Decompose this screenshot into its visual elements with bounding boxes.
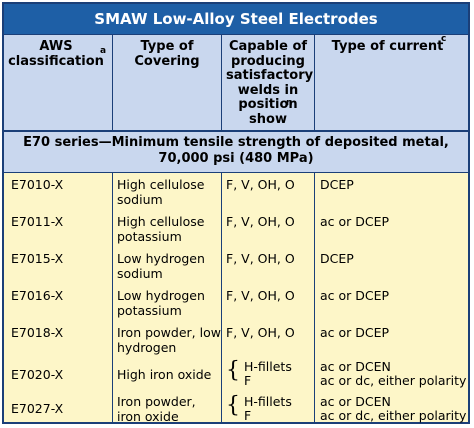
current-cell: ac or DCEN (320, 359, 391, 374)
covering-cell: Iron powder, iron oxide (117, 394, 196, 424)
current-cell: ac or DCEP (320, 214, 390, 229)
series-label: E70 series—Minimum tensile strength of d… (4, 132, 468, 172)
aws-cell: E7027-X (11, 401, 64, 416)
position-cell: F, V, OH, O (226, 177, 295, 192)
position-cell: H-fillets (244, 359, 292, 374)
electrode-table: SMAW Low-Alloy Steel Electrodes AWS clas… (2, 2, 470, 424)
current-cell: ac or DCEP (320, 288, 390, 303)
covering-cell: High cellulose sodium (117, 177, 205, 207)
aws-cell: E7015-X (11, 251, 64, 266)
brace-icon: { (226, 393, 240, 418)
grid-line (112, 34, 113, 130)
header-current-label: Type of current (331, 39, 444, 54)
grid-line (4, 172, 468, 173)
aws-cell: E7018-X (11, 325, 64, 340)
current-cell: ac or dc, either polarity (320, 408, 467, 423)
position-cell: F, V, OH, O (226, 251, 295, 266)
covering-cell: Iron powder, low hydrogen (117, 325, 221, 355)
brace-icon: { (226, 358, 240, 383)
aws-cell: E7020-X (11, 367, 64, 382)
header-aws-note: a (100, 46, 107, 56)
current-cell: ac or DCEN (320, 394, 391, 409)
aws-cell: E7016-X (11, 288, 64, 303)
position-cell: H-fillets (244, 394, 292, 409)
header-aws-classification: AWS classification a (4, 34, 112, 130)
grid-line (4, 34, 468, 35)
grid-line (221, 173, 222, 422)
position-cell: F, V, OH, O (226, 214, 295, 229)
grid-line (314, 173, 315, 422)
current-cell: DCEP (320, 251, 354, 266)
header-current-note: c (441, 34, 447, 44)
position-cell: F, V, OH, O (226, 325, 295, 340)
position-cell: F (244, 408, 252, 423)
grid-line (314, 34, 315, 130)
covering-cell: High cellulose potassium (117, 214, 205, 244)
covering-cell: High iron oxide (117, 367, 212, 382)
current-cell: DCEP (320, 177, 354, 192)
header-capable: Capable of producing satisfactory welds … (222, 34, 314, 130)
table-title: SMAW Low-Alloy Steel Electrodes (4, 4, 468, 34)
covering-cell: Low hydrogen sodium (117, 251, 205, 281)
grid-line (4, 130, 468, 132)
aws-cell: E7010-X (11, 177, 64, 192)
position-cell: F, V, OH, O (226, 288, 295, 303)
header-covering: Type of Covering (113, 34, 221, 130)
grid-line (112, 173, 113, 422)
current-cell: ac or DCEP (320, 325, 390, 340)
header-capable-note: n (286, 98, 293, 108)
aws-cell: E7011-X (11, 214, 64, 229)
header-aws-label: AWS classification (8, 39, 104, 69)
header-covering-label: Type of Covering (134, 39, 200, 69)
position-cell: F (244, 373, 252, 388)
grid-line (221, 34, 222, 130)
header-current: Type of current c (315, 34, 468, 130)
header-capable-label: Capable of producing satisfactory welds … (226, 39, 314, 127)
current-cell: ac or dc, either polarity (320, 373, 467, 388)
covering-cell: Low hydrogen potassium (117, 288, 205, 318)
